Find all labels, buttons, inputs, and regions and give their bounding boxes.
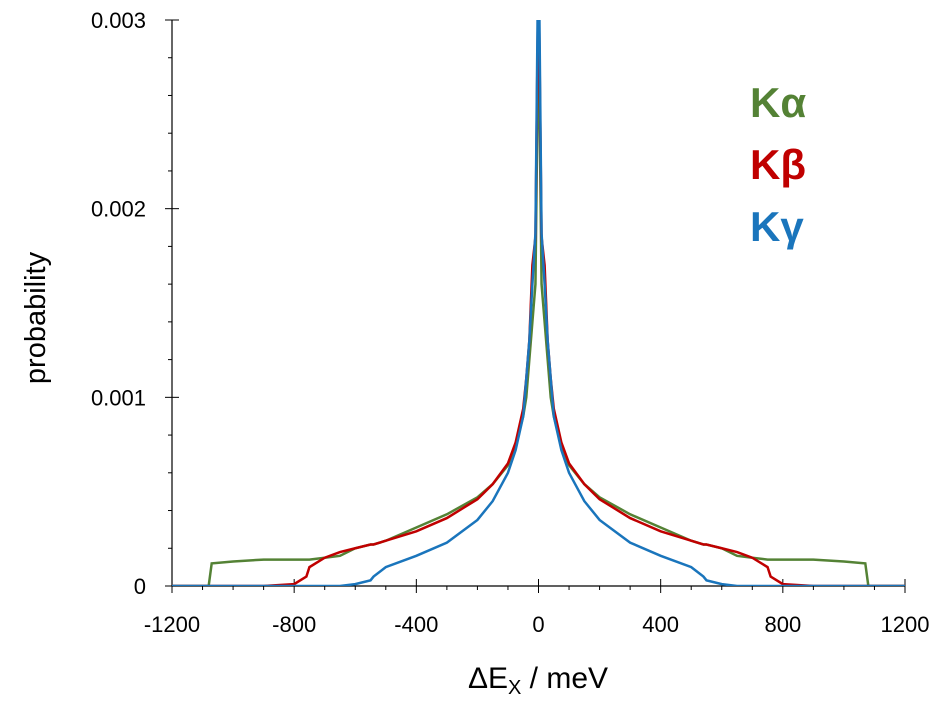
legend-entry: Kα [750,79,806,126]
y-tick-label: 0 [134,574,146,599]
x-axis-label-main: ΔE [468,662,508,695]
x-axis-label: ΔEX / meV [468,662,608,699]
x-tick-label: 1200 [881,612,930,637]
legend-entry: Kβ [750,141,806,188]
series-line [172,20,905,586]
y-tick-label: 0.002 [91,197,146,222]
plot-area [172,20,905,586]
x-tick-label: -400 [394,612,438,637]
x-tick-label: 0 [532,612,544,637]
legend-entry: Kγ [750,203,804,250]
x-axis-label-rest: / meV [521,662,608,695]
x-tick-label: -800 [272,612,316,637]
y-tick-label: 0.003 [91,8,146,33]
y-axis-label: probability [20,251,52,384]
x-tick-label: 400 [642,612,679,637]
x-tick-label: -1200 [144,612,200,637]
x-axis-label-sub: X [508,677,521,699]
x-tick-label: 800 [764,612,801,637]
y-tick-label: 0.001 [91,385,146,410]
